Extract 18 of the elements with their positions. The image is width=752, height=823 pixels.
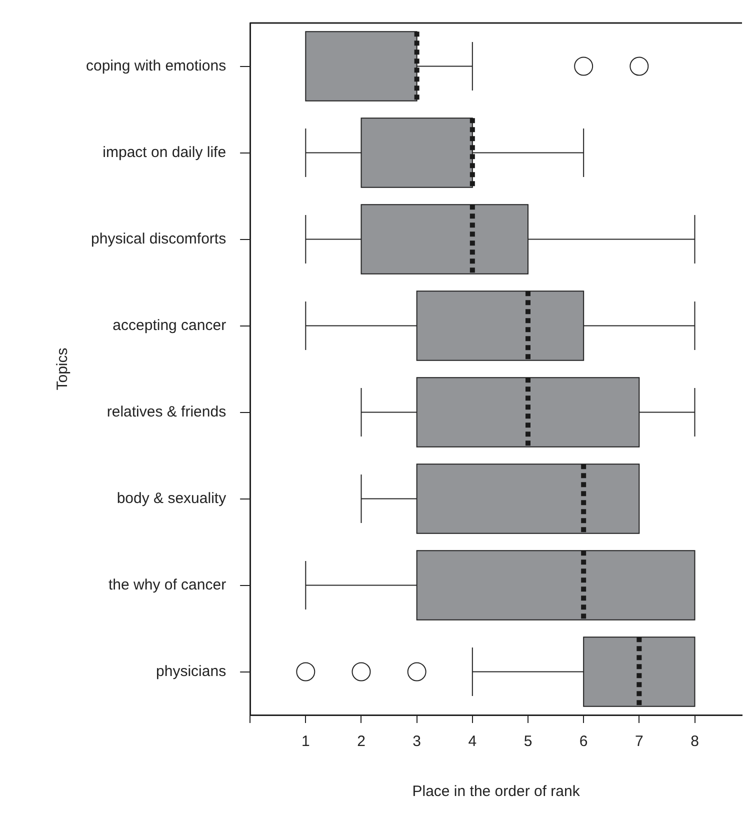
y-tick-label: relatives & friends xyxy=(106,403,226,420)
y-tick-label: body & sexuality xyxy=(116,490,227,507)
x-tick-label: 2 xyxy=(357,733,366,750)
y-tick-label: impact on daily life xyxy=(102,144,226,161)
x-axis-title: Place in the order of rank xyxy=(412,783,580,800)
x-tick-label: 8 xyxy=(690,733,699,750)
y-tick-label: coping with emotions xyxy=(86,57,226,74)
x-tick-label: 1 xyxy=(301,733,310,750)
y-tick-label: physical discomforts xyxy=(91,230,226,248)
x-tick-label: 3 xyxy=(412,733,421,750)
y-tick-label: the why of cancer xyxy=(108,576,226,594)
x-tick-label: 7 xyxy=(634,733,644,750)
y-axis-title: Topics xyxy=(54,348,72,390)
y-tick-label: accepting cancer xyxy=(112,316,226,334)
x-tick-label: 5 xyxy=(524,733,532,750)
x-tick-label: 4 xyxy=(468,733,477,750)
y-tick-label: physicians xyxy=(156,662,226,680)
x-tick-label: 6 xyxy=(579,733,588,750)
